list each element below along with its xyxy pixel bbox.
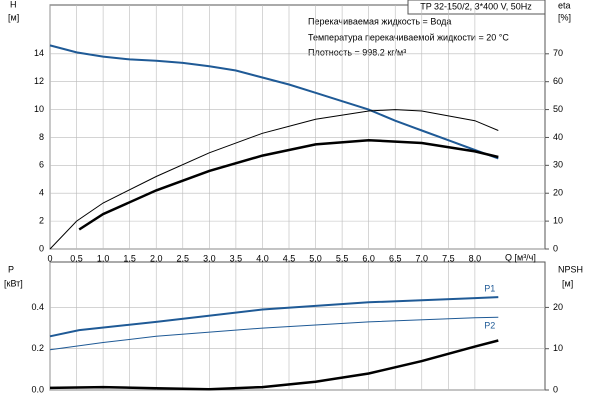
y-tick-label: 4: [39, 188, 44, 198]
x-tick-label: 0: [47, 253, 52, 263]
y2-axis-label: eta: [558, 0, 571, 10]
y-axis-unit: [м]: [8, 12, 19, 22]
y-tick-label: 6: [39, 160, 44, 170]
y-tick-label: 10: [34, 104, 44, 114]
x-tick-label: 4,0: [256, 253, 269, 263]
y2-tick-label: 40: [553, 132, 563, 142]
series-label: P1: [484, 283, 495, 293]
y-axis-label: P: [8, 264, 14, 274]
y2-axis-unit: [м]: [562, 278, 573, 288]
y-tick-label: 8: [39, 132, 44, 142]
x-tick-label: 2,5: [177, 253, 190, 263]
y2-tick-label: 60: [553, 76, 563, 86]
y2-tick-label: 10: [553, 215, 563, 225]
y-tick-label: 12: [34, 76, 44, 86]
y2-tick-label: 70: [553, 48, 563, 58]
curve: [49, 296, 499, 338]
y-tick-label: 0.4: [31, 302, 44, 312]
curve: [49, 316, 499, 351]
x-tick-label: 7,5: [442, 253, 455, 263]
annotation: Плотность = 998.2 кг/м³: [308, 47, 406, 57]
x-tick-label: 4,5: [283, 253, 296, 263]
x-tick-label: 6,5: [389, 253, 402, 263]
curve: [49, 109, 499, 250]
chart-title: TP 32-150/2, 3*400 V, 50Hz: [420, 1, 532, 11]
y2-axis-unit: [%]: [558, 12, 571, 22]
y2-tick-label: 0: [553, 243, 558, 253]
y2-axis-label: NPSH: [558, 264, 583, 274]
y2-tick-label: 0: [553, 384, 558, 394]
x-tick-label: 0,5: [70, 253, 83, 263]
y2-tick-label: 50: [553, 104, 563, 114]
x-tick-label: 3,0: [203, 253, 216, 263]
x-tick-label: 2,0: [150, 253, 163, 263]
x-tick-label: 1,0: [97, 253, 110, 263]
title-box: [407, 0, 546, 15]
y-tick-label: 14: [34, 48, 44, 58]
y-tick-label: 0: [39, 243, 44, 253]
curve: [49, 339, 499, 391]
y-axis-label: H: [10, 0, 17, 9]
x-tick-label: 5,0: [309, 253, 322, 263]
y2-tick-label: 20: [553, 188, 563, 198]
x-tick-label: 8,0: [469, 253, 482, 263]
y2-tick-label: 30: [553, 160, 563, 170]
y2-tick-label: 10: [553, 343, 563, 353]
x-axis-label: Q [м³/ч]: [505, 252, 536, 262]
y-tick-label: 0.2: [31, 343, 44, 353]
y-tick-label: 2: [39, 215, 44, 225]
annotation: Температура перекачиваемой жидкости = 20…: [308, 32, 509, 42]
x-tick-label: 1,5: [123, 253, 136, 263]
x-tick-label: 3,5: [230, 253, 243, 263]
y-tick-label: 0.0: [31, 384, 44, 394]
x-tick-label: 6,0: [362, 253, 375, 263]
y-axis-unit: [кВт]: [4, 278, 23, 288]
y2-tick-label: 20: [553, 302, 563, 312]
series-label: P2: [484, 321, 495, 331]
x-tick-label: 7,0: [416, 253, 429, 263]
annotation: Перекачиваемая жидкость = Вода: [308, 16, 451, 26]
curve: [78, 138, 499, 231]
curve: [49, 44, 499, 160]
x-tick-label: 5,5: [336, 253, 349, 263]
